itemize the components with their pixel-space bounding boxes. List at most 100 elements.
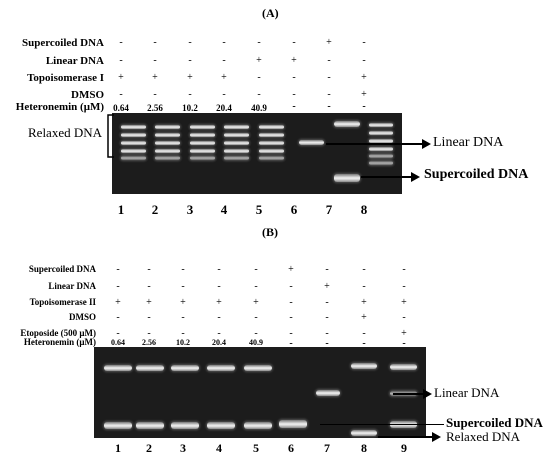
sign-cell: - [217, 264, 221, 275]
lane-number: 1 [117, 202, 125, 217]
sign-cell: - [327, 55, 331, 66]
band-top-lane5 [244, 365, 272, 371]
lane-number: 3 [180, 441, 186, 455]
band-relaxed-lane4 [224, 149, 249, 153]
lane-number: 6 [290, 202, 298, 217]
row-label-b-supercoiled-dna: Supercoiled DNA [28, 264, 96, 274]
sign-cell: - [325, 312, 329, 323]
sign-cell: - [217, 281, 221, 292]
row-label-linear-dna: Linear DNA [45, 55, 104, 67]
panel-a-label: (A) [262, 6, 279, 20]
sign-cell: + [221, 72, 227, 83]
sign-cell: - [153, 55, 157, 66]
band-bottom-lane5 [244, 422, 272, 429]
concentration-cell: 40.9 [251, 103, 267, 113]
sign-cell: - [222, 37, 226, 48]
sign-cell: - [325, 264, 329, 275]
sign-cell: + [401, 328, 407, 339]
sign-cell: - [325, 328, 329, 339]
band-relaxed-lane2 [155, 141, 180, 145]
row-label-b-linear-dna: Linear DNA [48, 281, 96, 291]
concentration-cell: 0.64 [113, 103, 129, 113]
row-label-supercoiled-dna: Supercoiled DNA [22, 37, 104, 49]
sign-cell: - [119, 37, 123, 48]
lane-number: 8 [360, 202, 368, 217]
band-relaxed-lane1 [121, 133, 146, 137]
band-linear-lane6 [299, 140, 324, 145]
band-lane8-5 [369, 154, 393, 158]
sign-cell: - [188, 37, 192, 48]
sign-cell: - [181, 281, 185, 292]
band-lane8-4 [369, 147, 393, 151]
linear-dna-label-a: Linear DNA [433, 135, 504, 150]
lane-number: 5 [255, 202, 263, 217]
sign-cell: + [361, 89, 367, 100]
band-bottom-lane8 [351, 430, 377, 436]
linear-dna-label-b: Linear DNA [434, 385, 500, 400]
arrowhead-relaxed-b-icon [432, 432, 441, 442]
pointer-line-supercoiled-b [320, 424, 444, 425]
concentration-cell: - [362, 338, 366, 349]
lane-number: 3 [186, 202, 194, 217]
row-label-b-etoposide-500-m-: Etoposide (500 μM) [20, 328, 96, 338]
concentration-cell: 40.9 [249, 338, 263, 347]
sign-cell: - [325, 297, 329, 308]
concentration-cell: 20.4 [212, 338, 226, 347]
sign-cell: - [217, 312, 221, 323]
sign-cell: - [362, 281, 366, 292]
band-relaxed-lane4 [224, 156, 249, 160]
row-label-b-topoisomerase-ii: Topoisomerase II [29, 297, 96, 307]
sign-cell: - [217, 328, 221, 339]
sign-cell: - [116, 281, 120, 292]
sign-cell: + [118, 72, 124, 83]
sign-cell: - [116, 312, 120, 323]
band-lane8-1 [369, 123, 393, 127]
band-relaxed-lane5 [259, 149, 284, 153]
sign-cell: - [116, 328, 120, 339]
sign-cell: - [292, 37, 296, 48]
sign-cell: - [257, 37, 261, 48]
arrow-linear-a [326, 143, 424, 145]
concentration-cell: 20.4 [216, 103, 232, 113]
concentration-cell: - [292, 101, 296, 112]
band-relaxed-lane3 [190, 133, 215, 137]
band-relaxed-lane2 [155, 125, 180, 129]
band-relaxed-lane3 [190, 141, 215, 145]
concentration-cell: - [327, 101, 331, 112]
sign-cell: - [147, 264, 151, 275]
lane-number: 2 [146, 441, 152, 455]
concentration-cell: 2.56 [147, 103, 163, 113]
concentration-cell: 10.2 [182, 103, 198, 113]
sign-cell: - [292, 89, 296, 100]
sign-cell: + [361, 297, 367, 308]
sign-cell: + [146, 297, 152, 308]
row-label-dmso: DMSO [71, 89, 104, 101]
band-bottom-lane2 [136, 422, 164, 429]
lane-number: 7 [324, 441, 330, 455]
sign-cell: + [361, 72, 367, 83]
band-bottom-lane1 [104, 422, 132, 429]
sign-cell: + [401, 297, 407, 308]
sign-cell: - [292, 72, 296, 83]
sign-cell: + [256, 55, 262, 66]
lane-number: 7 [325, 202, 333, 217]
sign-cell: - [147, 312, 151, 323]
arrow-relaxed-b [378, 436, 434, 438]
sign-cell: + [324, 281, 330, 292]
sign-cell: - [116, 264, 120, 275]
lane-number: 2 [151, 202, 159, 217]
arrowhead-linear-a-icon [422, 139, 431, 149]
relaxed-dna-label-b: Relaxed DNA [446, 429, 521, 444]
band-bottom-lane3 [171, 422, 199, 429]
lane-number: 4 [220, 202, 228, 217]
concentration-cell: - [362, 101, 366, 112]
sign-cell: + [115, 297, 121, 308]
band-relaxed-lane5 [259, 133, 284, 137]
band-top-lane7 [334, 121, 360, 127]
supercoiled-dna-label-b: Supercoiled DNA [446, 415, 543, 430]
band-relaxed-lane3 [190, 149, 215, 153]
band-relaxed-lane4 [224, 133, 249, 137]
band-linear-lane7 [316, 390, 340, 396]
band-lane8-3 [369, 139, 393, 143]
band-relaxed-lane4 [224, 125, 249, 129]
